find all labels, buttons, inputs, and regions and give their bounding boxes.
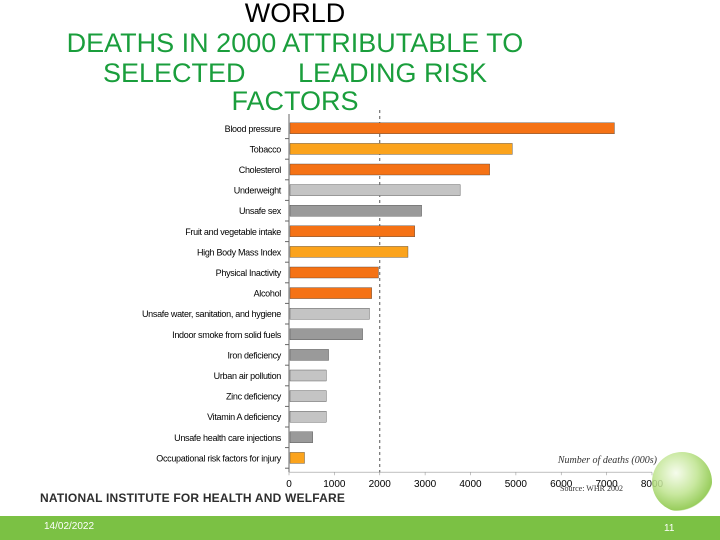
bar <box>289 184 461 196</box>
category-label: Iron deficiency <box>227 350 281 360</box>
x-tick-label: 4000 <box>459 479 482 490</box>
institute-name: NATIONAL INSTITUTE FOR HEALTH AND WELFAR… <box>40 491 346 505</box>
category-label: Vitamin A deficiency <box>207 412 282 422</box>
bar <box>289 266 379 279</box>
category-label: Occupational risk factors for injury <box>156 453 282 463</box>
bar <box>289 143 513 155</box>
bar <box>289 411 327 423</box>
bar <box>289 328 363 340</box>
page-number: 11 <box>664 523 675 534</box>
category-label: Tobacco <box>250 144 282 154</box>
category-label: Physical Inactivity <box>216 268 282 278</box>
bar <box>289 431 313 443</box>
footer-bar <box>0 516 720 540</box>
x-tick-label: 0 <box>286 479 292 490</box>
bar <box>289 349 329 361</box>
category-label: Alcohol <box>254 289 282 299</box>
bar <box>289 390 327 402</box>
bar <box>289 225 415 238</box>
category-label: Unsafe water, sanitation, and hygiene <box>142 309 281 319</box>
x-tick-label: 3000 <box>414 479 437 490</box>
category-label: Fruit and vegetable intake <box>185 227 281 237</box>
x-tick-label: 5000 <box>505 479 528 490</box>
bar <box>289 204 422 217</box>
x-tick-label: 7000 <box>596 479 619 490</box>
bar <box>289 163 490 176</box>
title-line-2: DEATHS IN 2000 ATTRIBUTABLE TO <box>66 28 524 58</box>
x-tick-label: 6000 <box>550 479 573 490</box>
bar <box>289 308 370 320</box>
bar <box>289 287 372 299</box>
title-line-4: FACTORS <box>231 86 359 116</box>
title-line-3: SELECTED LEADING RISK <box>102 58 488 88</box>
category-label: Blood pressure <box>225 124 282 134</box>
x-axis-label: Number of deaths (000s) <box>557 455 658 466</box>
bar <box>289 369 327 382</box>
category-label: Unsafe sex <box>239 206 282 216</box>
category-label: Urban air pollution <box>214 371 282 381</box>
bar <box>289 452 305 464</box>
source-note: Source: WHR 2002 <box>560 484 623 493</box>
category-label: High Body Mass Index <box>197 247 282 257</box>
x-tick-label: 2000 <box>369 479 392 490</box>
category-label: Unsafe health care injections <box>174 433 282 443</box>
category-label: Zinc deficiency <box>226 392 282 402</box>
footer-date: 14/02/2022 <box>44 521 95 532</box>
globe-logo-icon <box>652 452 712 512</box>
category-label: Indoor smoke from solid fuels <box>172 330 282 340</box>
x-tick-label: 1000 <box>323 479 346 490</box>
bar <box>289 122 615 135</box>
category-label: Underweight <box>234 186 282 196</box>
title-line-1: WORLD <box>244 0 346 28</box>
category-label: Cholesterol <box>239 165 282 175</box>
bar <box>289 246 409 258</box>
